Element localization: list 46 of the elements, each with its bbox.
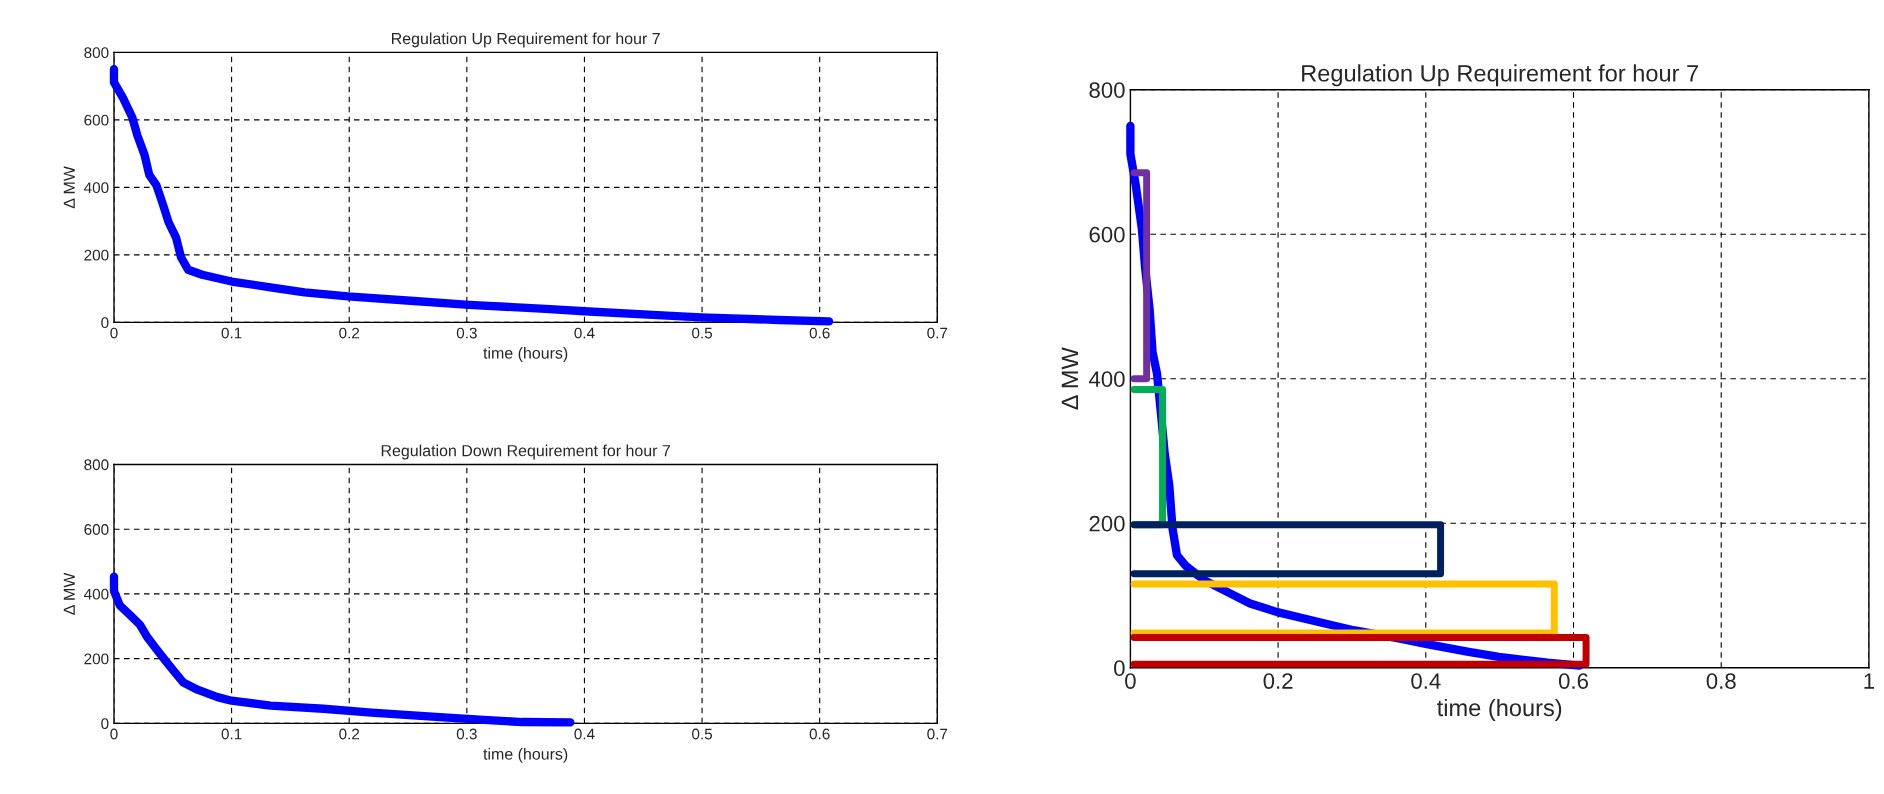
x-tick-label: 0.1 — [221, 728, 242, 740]
y-tick-label: 0 — [101, 718, 109, 730]
x-tick-label: 0.4 — [574, 327, 595, 339]
y-tick-label: 200 — [1089, 515, 1125, 532]
x-tick-label: 0.4 — [574, 728, 595, 740]
y-tick-label: 800 — [84, 47, 109, 59]
x-tick-label: 0.4 — [1411, 673, 1441, 689]
x-tick-label: 0 — [110, 728, 118, 740]
x-tick-label: 0 — [110, 327, 118, 339]
x-tick-label: 0.2 — [339, 327, 360, 339]
chart-title: Regulation Up Requirement for hour 7 — [392, 32, 660, 48]
x-tick-label: 0.2 — [339, 728, 360, 740]
x-tick-label: 0.6 — [809, 327, 830, 339]
x-tick-label: 0.5 — [692, 728, 713, 740]
x-tick-label: 0.1 — [221, 327, 242, 339]
x-tick-label: 0.3 — [456, 327, 477, 339]
y-tick-label: 200 — [84, 249, 109, 261]
x-tick-label: 0.2 — [1263, 673, 1293, 689]
y-tick-label: 400 — [83, 588, 109, 600]
x-tick-label: 1 — [1864, 673, 1875, 689]
x-tick-label: 0.7 — [927, 728, 948, 740]
y-tick-label: 0 — [101, 317, 109, 329]
y-tick-label: 600 — [84, 114, 109, 126]
x-tick-label: 0 — [1125, 673, 1136, 689]
y-tick-label: 800 — [1089, 82, 1125, 98]
y-tick-label: 600 — [84, 524, 109, 535]
x-tick-label: 0.7 — [927, 327, 948, 339]
y-tick-label: 600 — [1089, 226, 1125, 243]
y-tick-label: 200 — [84, 653, 109, 665]
y-axis-title: Δ MW — [1061, 347, 1079, 410]
y-tick-label: 800 — [84, 459, 109, 471]
chart-title: Regulation Up Requirement for hour 7 — [1302, 64, 1698, 87]
y-axis-title: Δ MW — [63, 166, 75, 209]
x-tick-label: 0.3 — [456, 728, 477, 740]
chart-title: Regulation Down Requirement for hour 7 — [381, 444, 671, 460]
x-tick-label: 0.6 — [1558, 673, 1588, 689]
x-tick-label: 0.8 — [1706, 673, 1736, 689]
y-axis-title: Δ MW — [63, 572, 75, 615]
x-axis-title: time (hours) — [483, 747, 568, 763]
y-tick-label: 400 — [83, 182, 109, 194]
y-tick-label: 400 — [1088, 371, 1125, 388]
y-tick-label: 0 — [1114, 660, 1125, 677]
x-axis-title: time (hours) — [1437, 698, 1562, 721]
x-tick-label: 0.5 — [692, 327, 713, 339]
x-axis-title: time (hours) — [483, 347, 568, 362]
x-tick-label: 0.6 — [809, 728, 830, 740]
